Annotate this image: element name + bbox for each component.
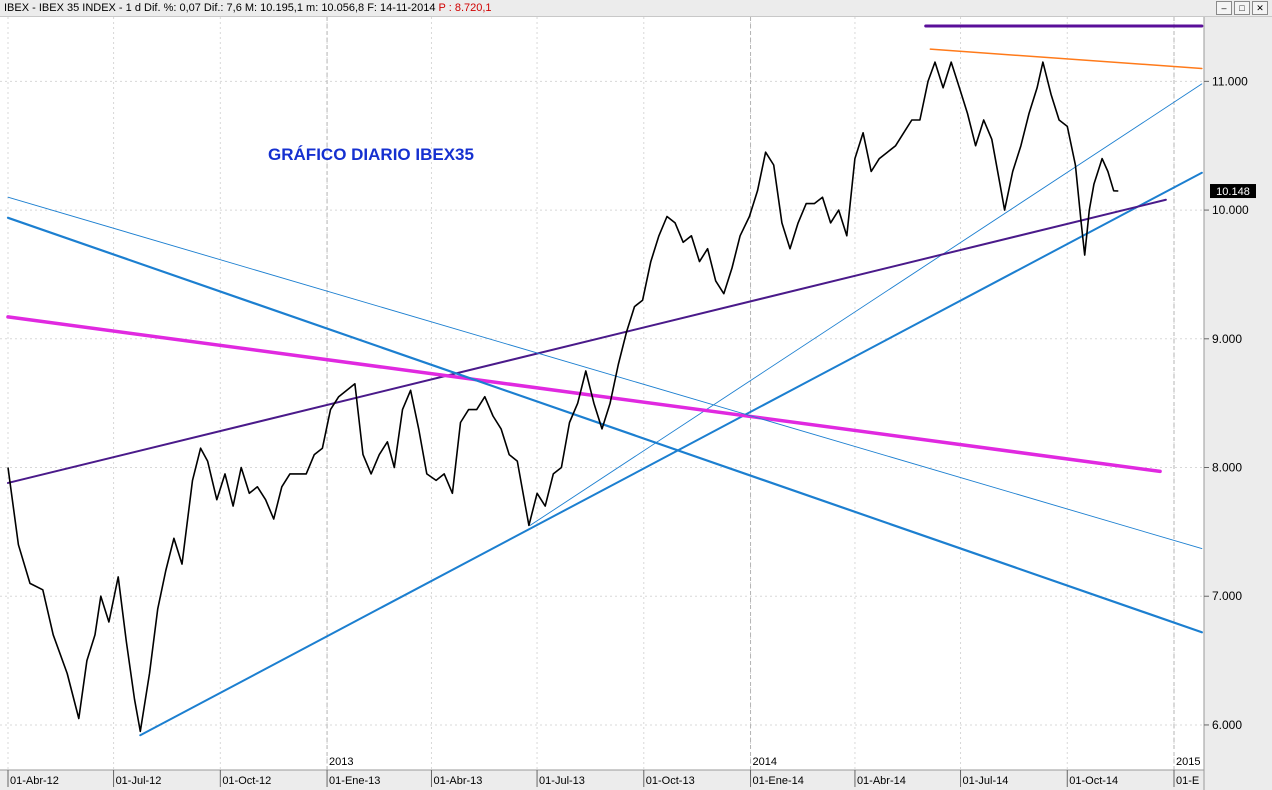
y-tick-label: 9.000	[1212, 332, 1242, 346]
x-tick-label: 01-E	[1176, 775, 1199, 787]
trend-line	[529, 83, 1203, 526]
window-controls: – □ ✕	[1216, 1, 1268, 15]
price-chart[interactable]: 6.000 7.000 8.000 9.000 10.000 11.000 01-Abr-…	[0, 17, 1272, 790]
y-tick-label: 10.000	[1212, 203, 1249, 217]
trend-lines	[6, 24, 1204, 737]
x-tick-label: 01-Abr-12	[10, 775, 59, 787]
maximize-button[interactable]: □	[1234, 1, 1250, 15]
trend-line	[6, 216, 1203, 634]
price-line	[7, 61, 1119, 733]
y-tick-label: 8.000	[1212, 461, 1242, 475]
trend-line	[929, 48, 1203, 70]
x-tick-label: 01-Jul-12	[116, 775, 162, 787]
x-tick-label: 01-Jul-14	[963, 775, 1009, 787]
window-title-bar: IBEX - IBEX 35 INDEX - 1 d Dif. %: 0,07 …	[0, 0, 1272, 17]
y-tick-label: 7.000	[1212, 589, 1242, 603]
x-tick-label: 01-Oct-12	[222, 775, 271, 787]
year-label: 2014	[753, 756, 777, 768]
grid-lines	[0, 17, 1204, 770]
ticker-label: IBEX - IBEX 35 INDEX - 1 d	[4, 2, 141, 14]
x-tick-label: 01-Jul-13	[539, 775, 585, 787]
trend-line	[6, 315, 1162, 474]
price-series	[7, 61, 1119, 733]
x-tick-label: 01-Oct-14	[1069, 775, 1118, 787]
x-tick-label: 01-Ene-13	[329, 775, 380, 787]
close-button[interactable]: ✕	[1252, 1, 1268, 15]
year-label: 2013	[329, 756, 353, 768]
trend-line	[7, 198, 1167, 484]
last-price-badge: 10.148	[1210, 184, 1256, 199]
x-tick-label: 01-Oct-13	[646, 775, 695, 787]
year-labels: 2013 2014 2015	[329, 756, 1200, 768]
x-tick-label: 01-Abr-13	[433, 775, 482, 787]
price-stats: Dif. %: 0,07 Dif.: 7,6 M: 10.195,1 m: 10…	[144, 2, 436, 14]
chart-title: GRÁFICO DIARIO IBEX35	[268, 145, 474, 164]
trend-line	[139, 171, 1203, 737]
plot-area	[0, 17, 1204, 770]
p-value: P : 8.720,1	[438, 2, 492, 14]
x-tick-label: 01-Ene-14	[753, 775, 804, 787]
x-axis-ticks: 01-Abr-12 01-Jul-12 01-Oct-12 01-Ene-13 01-A…	[7, 770, 1199, 787]
trend-line	[7, 196, 1203, 550]
minimize-button[interactable]: –	[1216, 1, 1232, 15]
y-axis-ticks: 6.000 7.000 8.000 9.000 10.000 11.000	[1204, 74, 1249, 732]
year-label: 2015	[1176, 756, 1200, 768]
window-title: IBEX - IBEX 35 INDEX - 1 d Dif. %: 0,07 …	[4, 0, 492, 16]
x-tick-label: 01-Abr-14	[857, 775, 906, 787]
y-tick-label: 6.000	[1212, 718, 1242, 732]
y-tick-label: 11.000	[1212, 74, 1248, 88]
last-price-label: 10.148	[1216, 186, 1250, 198]
